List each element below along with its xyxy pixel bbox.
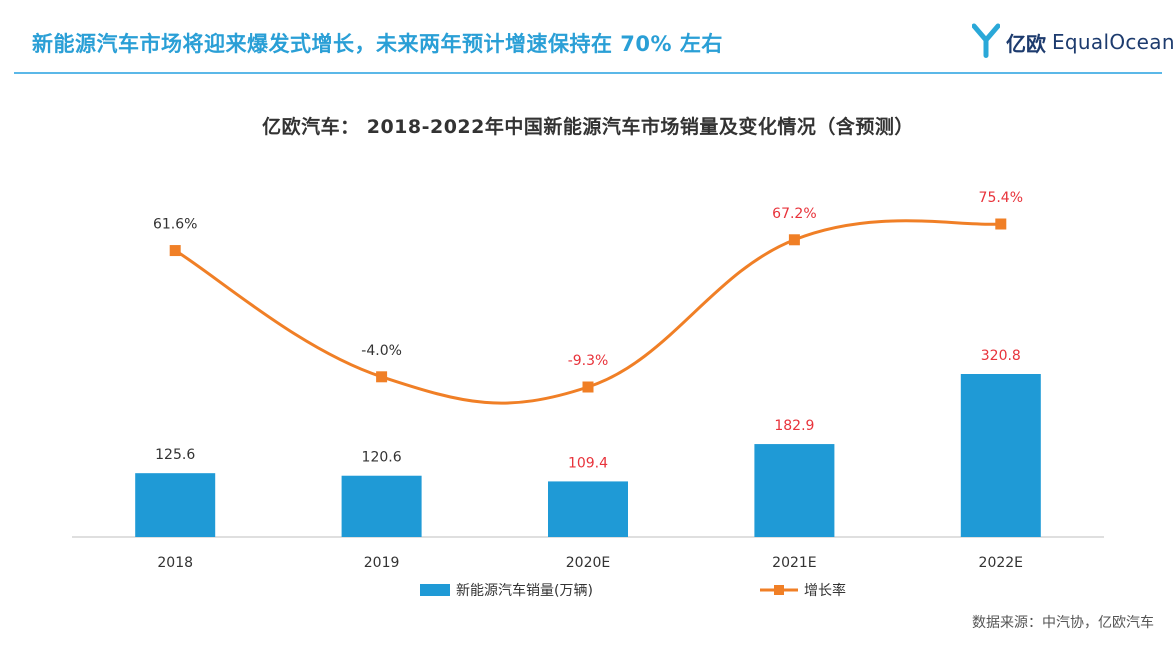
growth-rate-marker xyxy=(169,245,181,257)
growth-rate-marker xyxy=(376,371,388,383)
legend-line-marker xyxy=(774,585,784,595)
growth-rate-label: 67.2% xyxy=(772,206,816,222)
bar-2022E xyxy=(960,374,1041,537)
bar-2019 xyxy=(341,475,422,537)
bar-value-label: 182.9 xyxy=(774,418,814,434)
growth-rate-marker xyxy=(788,234,800,246)
x-tick-label: 2022E xyxy=(979,555,1023,571)
bar-2018 xyxy=(135,473,216,537)
bar-2020E xyxy=(548,481,628,537)
growth-rate-label: 75.4% xyxy=(979,190,1023,206)
growth-rate-label: -9.3% xyxy=(568,353,609,369)
bar-value-label: 109.4 xyxy=(568,455,608,471)
brand-name-cn: 亿欧 xyxy=(1006,31,1046,56)
growth-rate-label: 61.6% xyxy=(153,217,197,233)
data-source: 数据来源：中汽协，亿欧汽车 xyxy=(972,615,1154,631)
x-tick-label: 2021E xyxy=(772,555,816,571)
x-tick-label: 2019 xyxy=(364,555,400,571)
bar-2021E xyxy=(754,444,835,537)
brand-name-en: EqualOcean xyxy=(1052,30,1175,54)
x-tick-label: 2018 xyxy=(157,555,193,571)
page-title: 新能源汽车市场将迎来爆发式增长，未来两年预计增速保持在 70% 左右 xyxy=(32,32,723,56)
chart-title: 亿欧汽车： 2018-2022年中国新能源汽车市场销量及变化情况（含预测） xyxy=(262,116,914,138)
header: 新能源汽车市场将迎来爆发式增长，未来两年预计增速保持在 70% 左右 亿欧 Eq… xyxy=(0,0,1176,76)
legend-line-label: 增长率 xyxy=(804,582,846,599)
brand: 亿欧 EqualOcean xyxy=(972,20,1175,64)
bar-value-label: 320.8 xyxy=(981,348,1021,364)
equalocean-logo-icon xyxy=(972,23,1000,58)
bar-value-label: 125.6 xyxy=(155,447,195,463)
bar-value-label: 120.6 xyxy=(362,450,402,466)
legend-bar-swatch xyxy=(420,584,450,596)
growth-rate-marker xyxy=(582,381,594,393)
x-tick-label: 2020E xyxy=(566,555,610,571)
legend-bar-label: 新能源汽车销量(万辆) xyxy=(456,582,593,599)
growth-rate-line xyxy=(174,219,1001,405)
growth-rate-label: -4.0% xyxy=(361,343,402,359)
growth-rate-marker xyxy=(995,218,1007,230)
header-divider xyxy=(14,72,1162,74)
